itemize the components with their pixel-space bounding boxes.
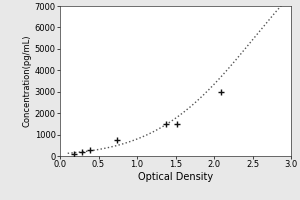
X-axis label: Optical Density: Optical Density	[138, 172, 213, 182]
Y-axis label: Concentration(pg/mL): Concentration(pg/mL)	[23, 35, 32, 127]
